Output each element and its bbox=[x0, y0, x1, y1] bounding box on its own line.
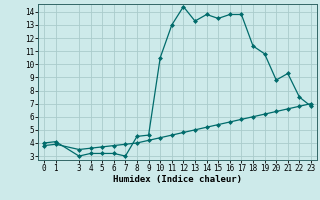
X-axis label: Humidex (Indice chaleur): Humidex (Indice chaleur) bbox=[113, 175, 242, 184]
